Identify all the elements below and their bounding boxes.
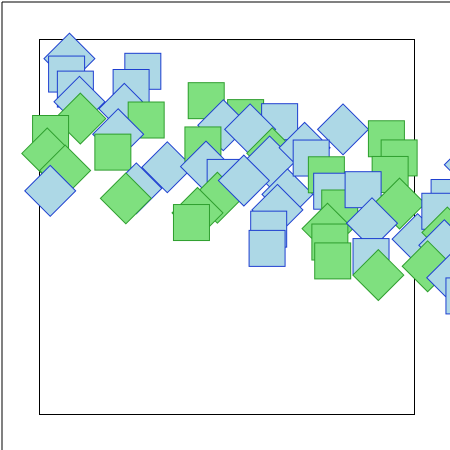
blue-diamond xyxy=(443,158,450,172)
blue-diamond xyxy=(426,253,450,302)
green-square xyxy=(94,133,132,171)
green-diamond xyxy=(373,177,426,230)
tile-group xyxy=(21,32,450,315)
blue-square xyxy=(248,229,286,267)
blue-diamond xyxy=(141,141,194,194)
blue-diamond xyxy=(217,154,271,207)
blue-diamond xyxy=(24,164,77,218)
blue-diamond xyxy=(316,103,370,156)
green-diamond xyxy=(352,248,405,302)
green-square xyxy=(172,204,210,242)
blue-square xyxy=(445,277,450,315)
green-square xyxy=(314,242,352,280)
green-diamond xyxy=(99,172,153,225)
